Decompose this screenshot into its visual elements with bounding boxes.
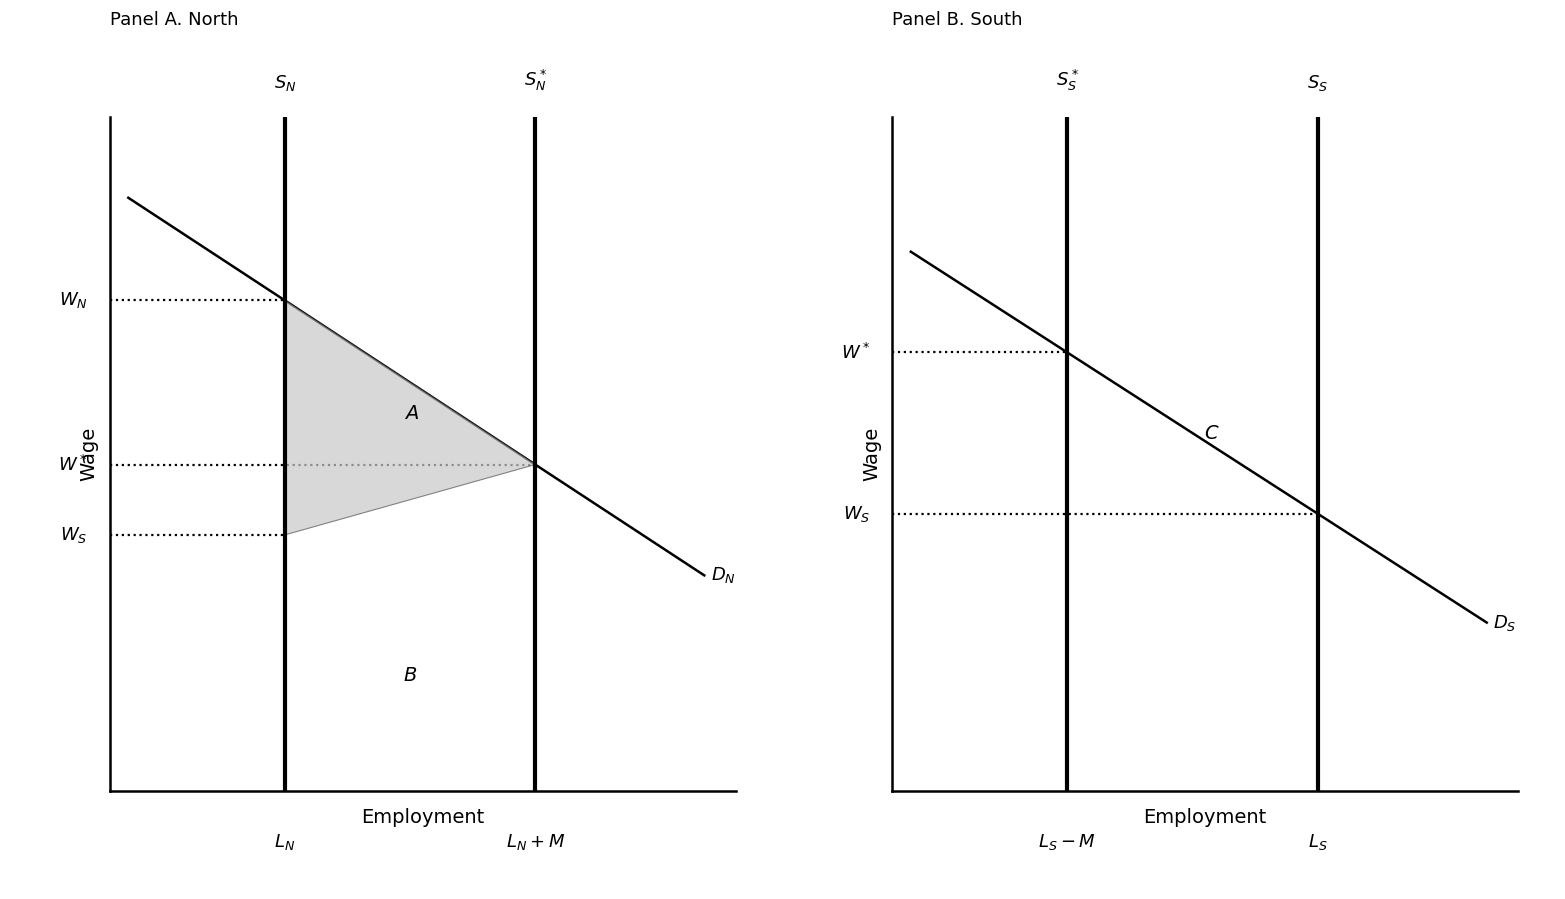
Text: $S_S$: $S_S$ <box>1307 74 1329 93</box>
Text: $S_S^*$: $S_S^*$ <box>1056 68 1078 93</box>
Text: $S_N^*$: $S_N^*$ <box>524 68 546 93</box>
Text: $D_N$: $D_N$ <box>711 565 736 585</box>
Text: $L_S-M$: $L_S-M$ <box>1039 832 1096 851</box>
Y-axis label: Wage: Wage <box>862 427 881 481</box>
X-axis label: Employment: Employment <box>362 808 484 827</box>
Text: Panel B. South: Panel B. South <box>892 11 1022 29</box>
Text: Panel A. North: Panel A. North <box>110 11 238 29</box>
Text: $D_S$: $D_S$ <box>1493 612 1516 633</box>
Text: $L_S$: $L_S$ <box>1308 832 1327 851</box>
Text: $L_N$: $L_N$ <box>274 832 296 851</box>
Text: B: B <box>404 666 416 685</box>
Text: C: C <box>1205 423 1218 442</box>
Text: $L_N+M$: $L_N+M$ <box>505 832 565 851</box>
X-axis label: Employment: Employment <box>1144 808 1266 827</box>
Text: $W_N$: $W_N$ <box>59 290 88 310</box>
Text: $S_N$: $S_N$ <box>274 74 296 93</box>
Text: A: A <box>405 404 419 423</box>
Text: $W_S$: $W_S$ <box>842 503 870 524</box>
Y-axis label: Wage: Wage <box>80 427 99 481</box>
Text: $W^*$: $W^*$ <box>840 343 870 362</box>
Polygon shape <box>285 300 535 535</box>
Text: $W_S$: $W_S$ <box>59 525 88 545</box>
Text: $W^*$: $W^*$ <box>58 455 88 475</box>
